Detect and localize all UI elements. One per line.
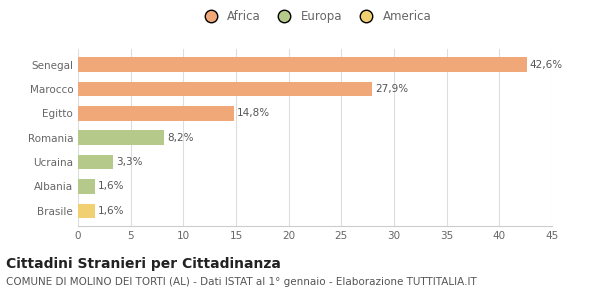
Text: 1,6%: 1,6% [98, 206, 125, 216]
Text: 3,3%: 3,3% [116, 157, 142, 167]
Bar [78, 155, 113, 169]
Bar [78, 57, 527, 72]
Legend: Africa, Europa, America: Africa, Europa, America [194, 6, 436, 28]
Text: 14,8%: 14,8% [237, 108, 270, 118]
Text: 27,9%: 27,9% [375, 84, 408, 94]
Bar [78, 82, 372, 96]
Text: Cittadini Stranieri per Cittadinanza: Cittadini Stranieri per Cittadinanza [6, 257, 281, 271]
Bar [78, 106, 234, 121]
Text: 1,6%: 1,6% [98, 182, 125, 191]
Bar [78, 130, 164, 145]
Bar [78, 179, 95, 194]
Text: 8,2%: 8,2% [167, 133, 194, 143]
Bar [78, 204, 95, 218]
Text: COMUNE DI MOLINO DEI TORTI (AL) - Dati ISTAT al 1° gennaio - Elaborazione TUTTIT: COMUNE DI MOLINO DEI TORTI (AL) - Dati I… [6, 277, 477, 287]
Text: 42,6%: 42,6% [530, 60, 563, 70]
